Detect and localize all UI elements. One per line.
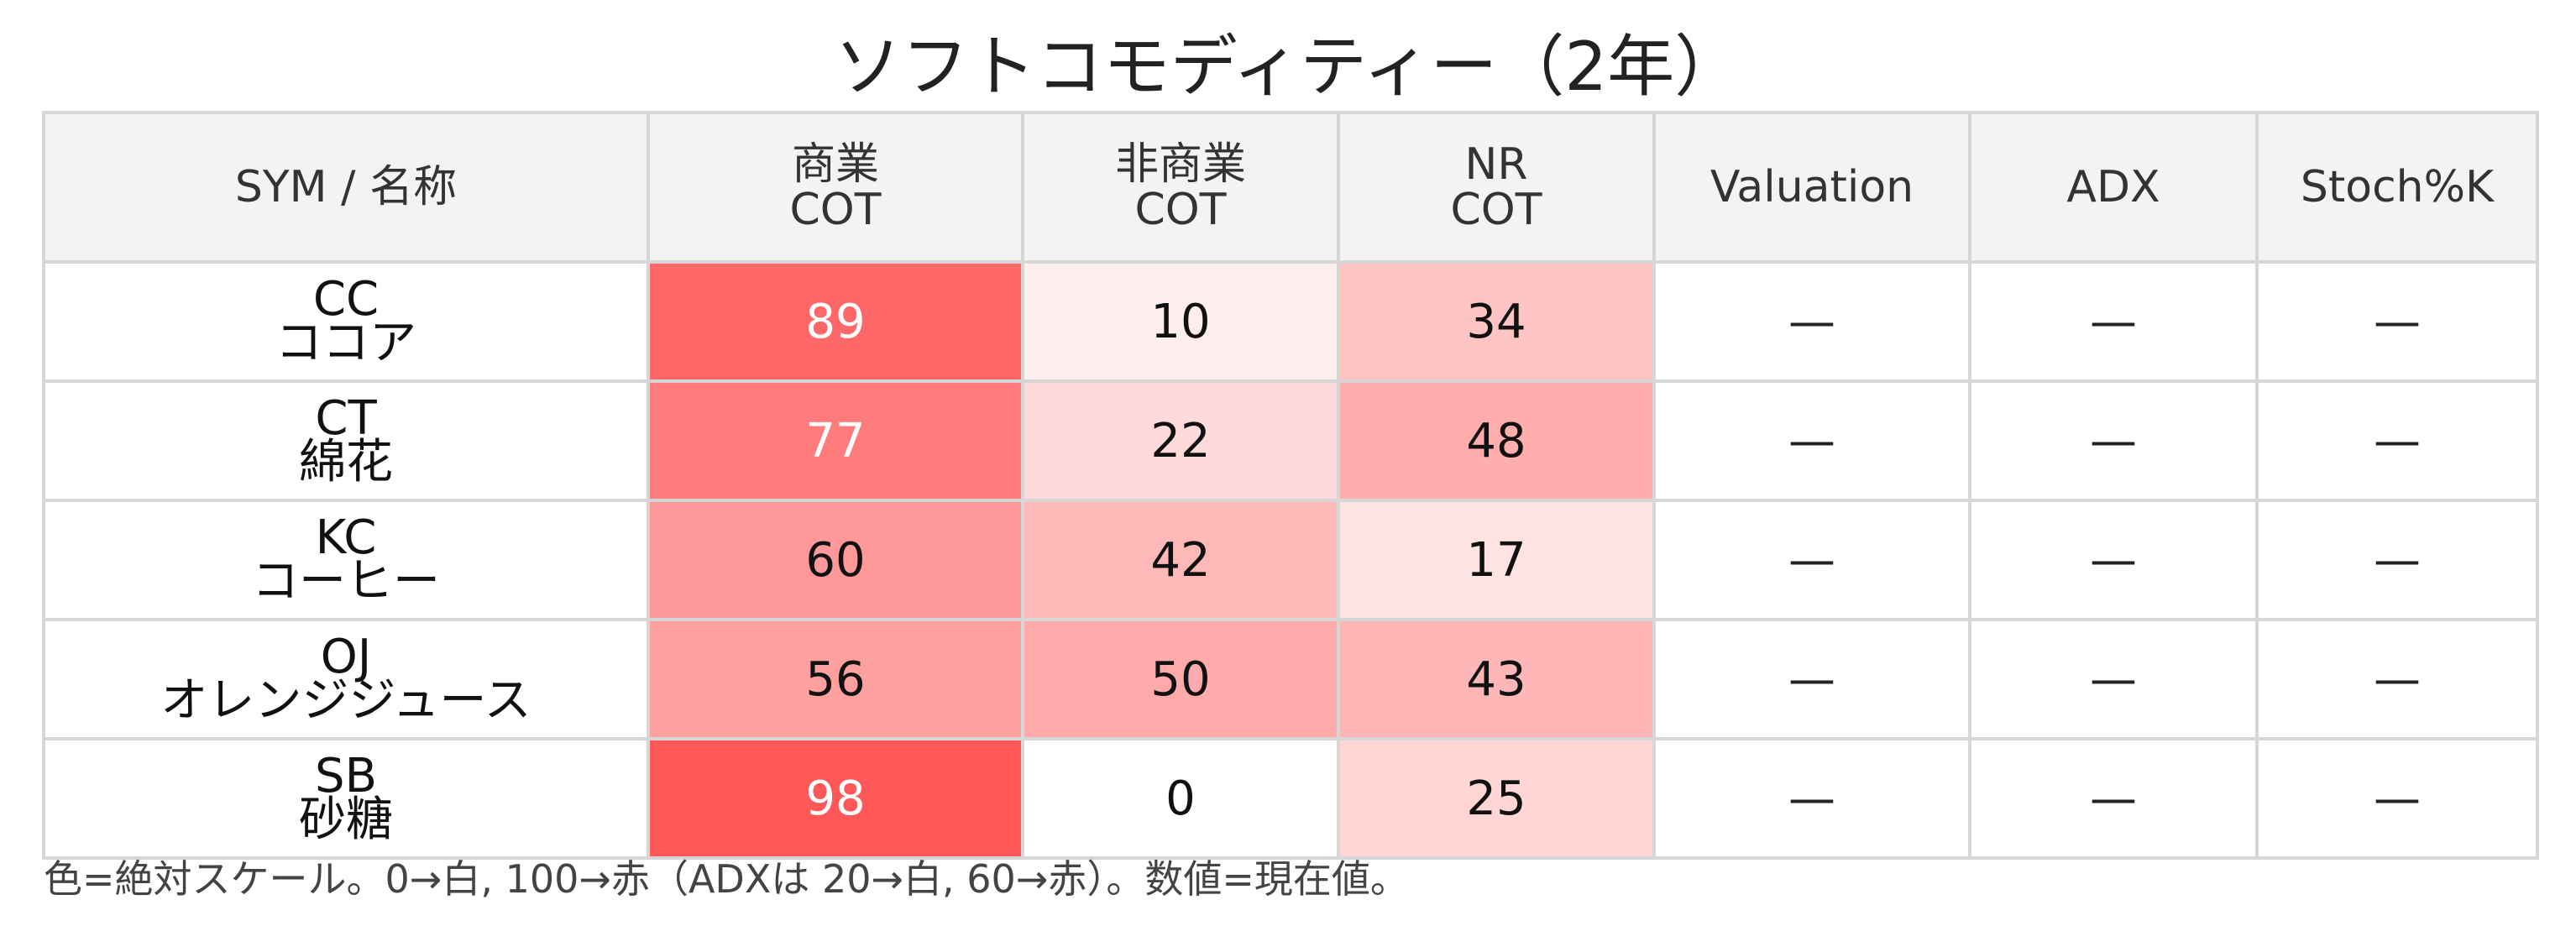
table-row: CT 綿花 77 22 48— — — — [42, 379, 2539, 502]
symbol-name: ココア — [275, 316, 416, 370]
heat-cell-adx: — — [1968, 379, 2259, 502]
heat-cell-noncommercial-cot: 50 — [1021, 618, 1340, 740]
heat-cell-stoch-k: — — [2255, 260, 2539, 383]
heat-cell-commercial-cot: 56 — [647, 618, 1024, 740]
heat-cell-adx: — — [1968, 260, 2259, 383]
heat-cell-commercial-cot: 98 — [647, 737, 1024, 860]
symbol-code: KC — [315, 510, 377, 565]
header-label: 商業 — [791, 139, 879, 190]
heat-cell-noncommercial-cot: 42 — [1021, 499, 1340, 621]
heat-cell-commercial-cot: 60 — [647, 499, 1024, 621]
header-nr-cot: NR COT — [1337, 111, 1656, 264]
heat-cell-valuation: — — [1652, 379, 1971, 502]
heat-cell-nr-cot: 48 — [1337, 379, 1656, 502]
heat-cell-adx: — — [1968, 499, 2259, 621]
heatmap-table: SYM / 名称 商業 COT 非商業 COT NR COT Valuation… — [42, 111, 2539, 860]
header-adx: ADX — [1968, 111, 2259, 264]
row-label-cell: CT 綿花 — [42, 379, 650, 502]
footnote: 色=絶対スケール。0→白, 100→赤（ADXは 20→白, 60→赤）。数値=… — [44, 856, 1409, 902]
heat-cell-valuation: — — [1652, 618, 1971, 740]
heat-cell-commercial-cot: 89 — [647, 260, 1024, 383]
heat-cell-stoch-k: — — [2255, 618, 2539, 740]
header-label: NR — [1464, 139, 1528, 190]
row-label-cell: SB 砂糖 — [42, 737, 650, 860]
header-sublabel: COT — [1450, 185, 1542, 235]
symbol-name: 砂糖 — [299, 793, 393, 847]
symbol-code: OJ — [320, 630, 372, 684]
symbol-code: SB — [315, 749, 377, 803]
symbol-code: CT — [315, 391, 377, 446]
heat-cell-valuation: — — [1652, 499, 1971, 621]
heat-cell-noncommercial-cot: 10 — [1021, 260, 1340, 383]
heat-cell-stoch-k: — — [2255, 737, 2539, 860]
header-label: 非商業 — [1114, 139, 1246, 190]
row-label-cell: OJ オレンジジュース — [42, 618, 650, 740]
header-stoch-k: Stoch%K — [2255, 111, 2539, 264]
heat-cell-noncommercial-cot: 22 — [1021, 379, 1340, 502]
header-sym: SYM / 名称 — [42, 111, 650, 264]
heat-cell-commercial-cot: 77 — [647, 379, 1024, 502]
heat-cell-stoch-k: — — [2255, 379, 2539, 502]
heat-cell-adx: — — [1968, 737, 2259, 860]
table-row: OJ オレンジジュース 56 50 43— — — — [42, 618, 2539, 740]
header-label: Stoch%K — [2300, 162, 2495, 212]
symbol-name: オレンジジュース — [160, 673, 531, 728]
chart-title: ソフトコモディティー（2年） — [834, 28, 1742, 106]
heat-cell-valuation: — — [1652, 737, 1971, 860]
header-sublabel: COT — [789, 185, 882, 235]
heat-cell-adx: — — [1968, 618, 2259, 740]
heat-cell-nr-cot: 43 — [1337, 618, 1656, 740]
header-noncommercial-cot: 非商業 COT — [1021, 111, 1340, 264]
symbol-name: コーヒー — [252, 554, 440, 609]
row-label-cell: CC ココア — [42, 260, 650, 383]
header-valuation: Valuation — [1652, 111, 1971, 264]
header-label: ADX — [2066, 162, 2160, 212]
header-row: SYM / 名称 商業 COT 非商業 COT NR COT Valuation… — [42, 111, 2539, 264]
heat-cell-noncommercial-cot: 0 — [1021, 737, 1340, 860]
symbol-code: CC — [312, 272, 380, 327]
header-sublabel: COT — [1134, 185, 1227, 235]
table-row: KC コーヒー 60 42 17— — — — [42, 499, 2539, 621]
row-label-cell: KC コーヒー — [42, 499, 650, 621]
heat-cell-nr-cot: 34 — [1337, 260, 1656, 383]
heat-cell-valuation: — — [1652, 260, 1971, 383]
heatmap-body: CC ココア 89 10 34— — — CT 綿花 77 22 48— — — KC コーヒー 60 42 17—… — [42, 260, 2539, 860]
header-label: SYM / 名称 — [234, 162, 458, 212]
table-row: SB 砂糖 98 0 25— — — — [42, 737, 2539, 860]
header-commercial-cot: 商業 COT — [647, 111, 1024, 264]
heat-cell-nr-cot: 17 — [1337, 499, 1656, 621]
header-label: Valuation — [1709, 162, 1914, 212]
table-row: CC ココア 89 10 34— — — — [42, 260, 2539, 383]
heat-cell-stoch-k: — — [2255, 499, 2539, 621]
heat-cell-nr-cot: 25 — [1337, 737, 1656, 860]
symbol-name: 綿花 — [299, 435, 393, 489]
